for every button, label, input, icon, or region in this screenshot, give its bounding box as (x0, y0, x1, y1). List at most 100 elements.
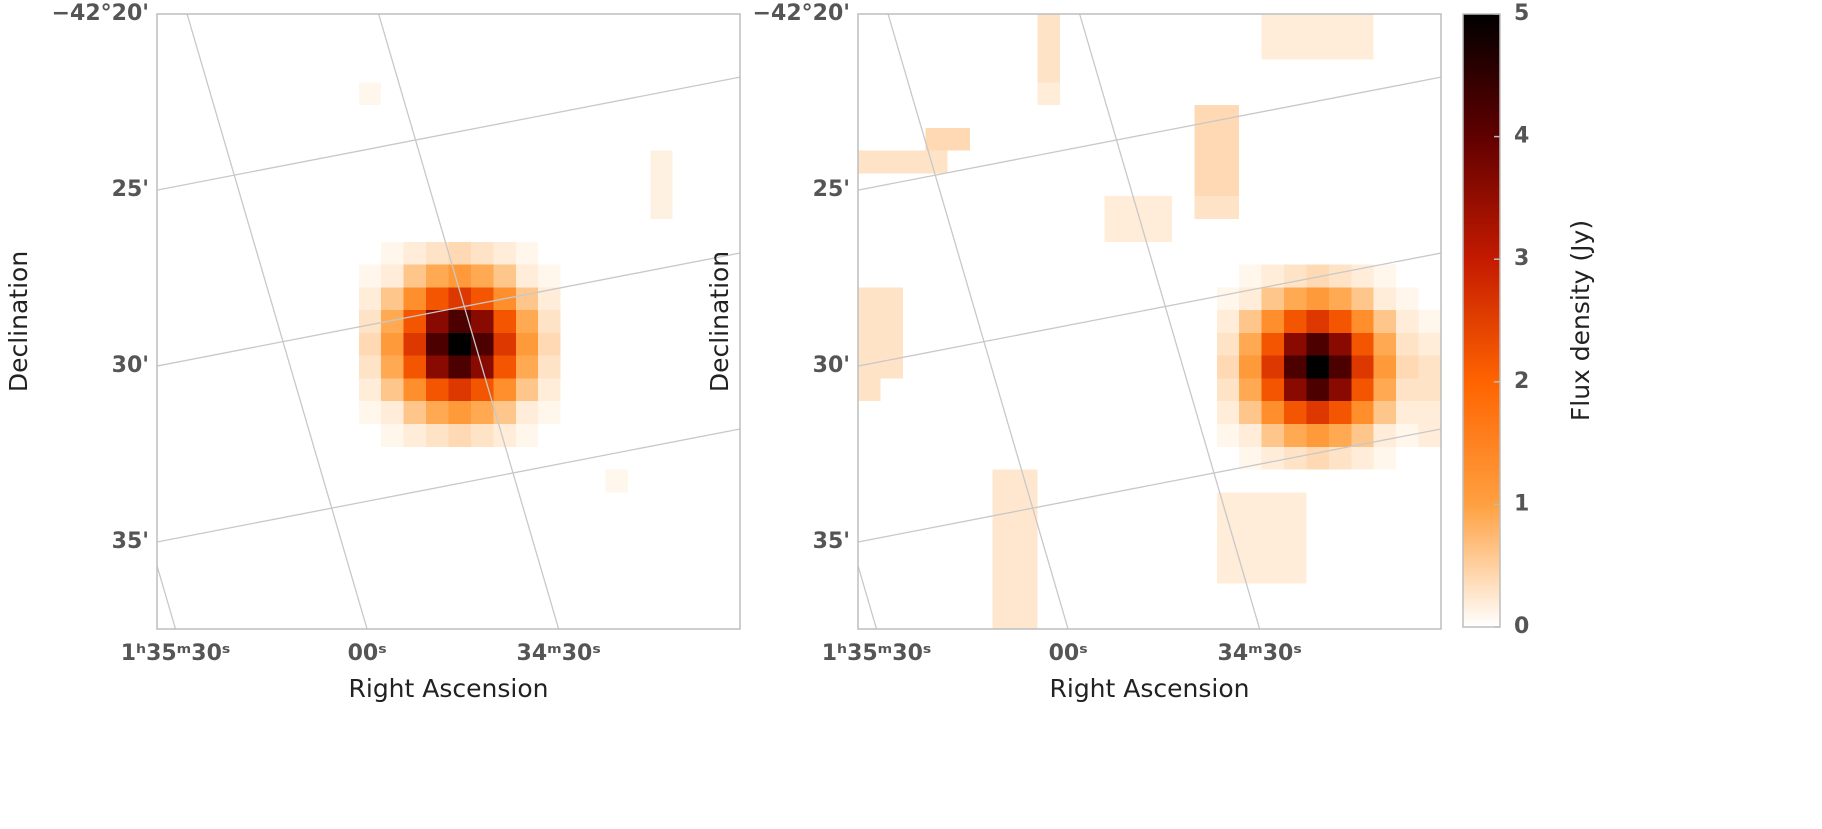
heatmap-cell (627, 105, 651, 129)
heatmap-cell (992, 105, 1016, 129)
heatmap-cell (1216, 241, 1240, 266)
heatmap-cell (695, 287, 719, 311)
heatmap-cell (1059, 173, 1083, 197)
heatmap-cell (381, 127, 405, 152)
heatmap-cell (224, 583, 248, 607)
heatmap-cell (1373, 515, 1397, 539)
heatmap-cell (1014, 241, 1038, 266)
heatmap-cell (1239, 150, 1263, 175)
heatmap-cell (1082, 606, 1106, 630)
heatmap-cell (925, 469, 949, 493)
heatmap-cell (1194, 310, 1218, 334)
heatmap-cell (426, 332, 450, 357)
heatmap-cell (1373, 355, 1397, 380)
heatmap-cell (1104, 105, 1128, 129)
heatmap-cell (560, 424, 584, 448)
heatmap-cell (880, 606, 904, 630)
heatmap-cell (381, 196, 405, 220)
heatmap-cell (157, 310, 181, 334)
heatmap-cell (1396, 127, 1420, 152)
heatmap-cell (426, 560, 450, 585)
heatmap-cell (1059, 310, 1083, 334)
heatmap-cell (515, 59, 539, 83)
heatmap-cell (381, 264, 405, 288)
heatmap-cell (1373, 196, 1397, 220)
heatmap-cell (1171, 82, 1195, 106)
heatmap-cell (1059, 82, 1083, 106)
heatmap-cell (1014, 82, 1038, 106)
heatmap-cell (381, 492, 405, 516)
heatmap-cell (1149, 355, 1173, 380)
heatmap-cell (1396, 583, 1420, 607)
heatmap-cell (650, 446, 674, 471)
heatmap-cell (880, 378, 904, 402)
heatmap-cell (1351, 59, 1375, 83)
heatmap-cell (179, 424, 203, 448)
heatmap-cell (583, 606, 607, 630)
heatmap-cell (717, 446, 741, 471)
heatmap-cell (1037, 469, 1061, 493)
heatmap-cell (1328, 378, 1352, 402)
heatmap-cell (1306, 332, 1330, 357)
heatmap-cell (947, 105, 971, 129)
heatmap-cell (1194, 332, 1218, 357)
heatmap-cell (1059, 59, 1083, 83)
heatmap-cell (470, 59, 494, 83)
heatmap-cell (313, 82, 337, 106)
heatmap-cell (1082, 241, 1106, 266)
heatmap-cell (1171, 332, 1195, 357)
heatmap-cell (1418, 355, 1442, 380)
heatmap-cell (880, 287, 904, 311)
heatmap-cell (1171, 105, 1195, 129)
heatmap-cell (560, 36, 584, 61)
heatmap-cell (1351, 492, 1375, 516)
heatmap-cell (605, 173, 629, 197)
heatmap-cell (448, 332, 472, 357)
heatmap-cell (179, 401, 203, 425)
heatmap-cell (583, 14, 607, 38)
heatmap-cell (1059, 105, 1083, 129)
heatmap-cell (358, 287, 382, 311)
heatmap-cell (1127, 264, 1151, 288)
heatmap-cell (426, 287, 450, 311)
heatmap-cell (358, 378, 382, 402)
heatmap-cell (538, 424, 562, 448)
heatmap-cell (1127, 401, 1151, 425)
heatmap-cell (717, 127, 741, 152)
heatmap-cell (583, 355, 607, 380)
heatmap-cell (426, 583, 450, 607)
heatmap-cell (470, 446, 494, 471)
heatmap-cell (1351, 560, 1375, 585)
heatmap-cell (1261, 606, 1285, 630)
heatmap-cell (1306, 241, 1330, 266)
heatmap-cell (201, 606, 225, 630)
heatmap-cell (291, 401, 315, 425)
heatmap-cell (1014, 219, 1038, 243)
heatmap-cell (1216, 14, 1240, 38)
heatmap-cell (1127, 378, 1151, 402)
heatmap-cell (336, 332, 360, 357)
heatmap-cell (246, 560, 270, 585)
heatmap-cell (1396, 332, 1420, 357)
heatmap-cell (1059, 515, 1083, 539)
heatmap-cell (201, 59, 225, 83)
heatmap-cell (1171, 14, 1195, 38)
heatmap-cell (1351, 14, 1375, 38)
heatmap-cell (1082, 560, 1106, 585)
heatmap-cell (970, 36, 994, 61)
heatmap-cell (560, 173, 584, 197)
heatmap-cell (627, 36, 651, 61)
heatmap-cell (880, 196, 904, 220)
heatmap-cell (880, 446, 904, 471)
heatmap-cell (858, 560, 882, 585)
heatmap-cell (858, 355, 882, 380)
heatmap-cell (157, 105, 181, 129)
heatmap-cell (358, 241, 382, 266)
heatmap-cell (992, 219, 1016, 243)
heatmap-cell (1261, 424, 1285, 448)
heatmap-cell (179, 241, 203, 266)
heatmap-cell (246, 82, 270, 106)
heatmap-cell (695, 105, 719, 129)
heatmap-cell (1396, 492, 1420, 516)
heatmap-cell (381, 401, 405, 425)
